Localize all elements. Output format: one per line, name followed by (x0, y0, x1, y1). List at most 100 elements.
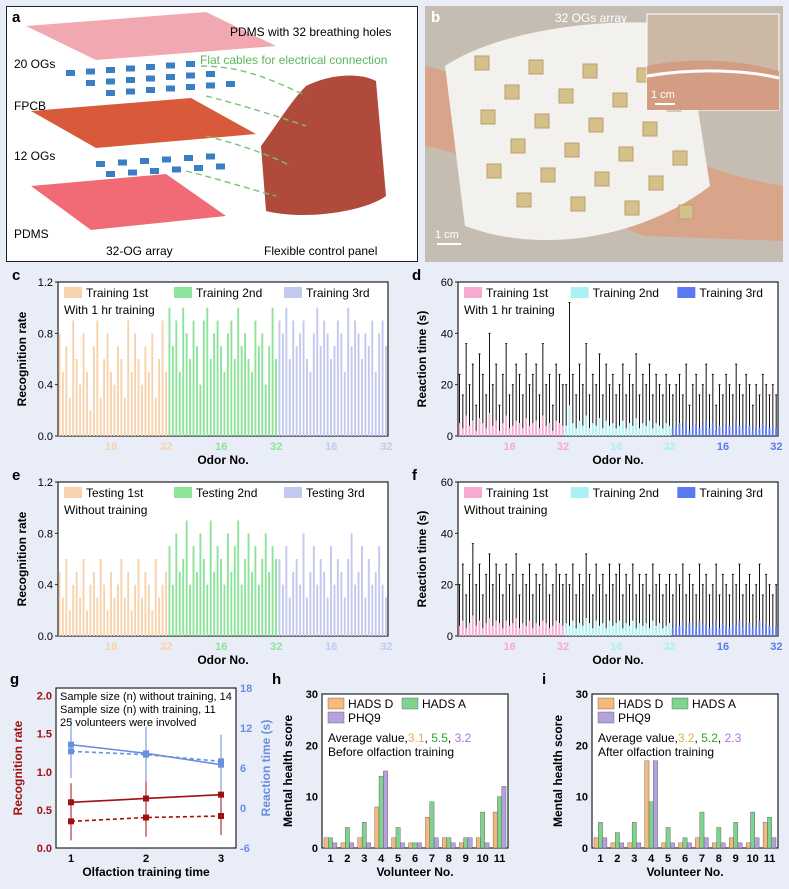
bar (591, 628, 594, 636)
bar (446, 837, 452, 849)
bar (154, 397, 157, 436)
bar (678, 842, 684, 849)
bar (292, 571, 295, 636)
bar (748, 623, 751, 636)
bar (621, 628, 624, 636)
bar (247, 359, 250, 436)
bar (485, 623, 487, 636)
og-chip (106, 67, 115, 73)
bar (79, 384, 82, 436)
average-note: Average value,3.1, 5.5, 3.2 (328, 731, 472, 745)
x-tick-label: 16 (325, 441, 337, 453)
legend-swatch (570, 487, 589, 498)
bar (240, 346, 243, 436)
bar (501, 423, 504, 436)
bar (285, 307, 288, 436)
x-tick-label: 32 (160, 641, 172, 653)
point (68, 818, 74, 825)
bar (458, 423, 461, 436)
bar (385, 597, 387, 636)
bar (309, 371, 312, 436)
y-axis-label: Recognition rate (15, 511, 29, 606)
x-tick-label: 3 (218, 853, 224, 865)
bar (340, 842, 346, 849)
bar (568, 405, 571, 436)
bar (601, 428, 604, 436)
og-window (588, 117, 604, 133)
bar (147, 371, 150, 436)
x-tick-label: 32 (160, 441, 172, 453)
bar (708, 428, 711, 436)
x-tick-label: 32 (380, 641, 392, 653)
bar (475, 837, 481, 849)
og-chip (146, 87, 155, 93)
bar (367, 346, 370, 436)
bar (385, 346, 387, 436)
bar (244, 559, 247, 636)
bar (515, 618, 517, 636)
og-window (582, 63, 598, 79)
bar (738, 425, 741, 436)
bar (332, 842, 338, 849)
bar (585, 618, 587, 636)
point (68, 748, 74, 755)
bar (480, 811, 485, 849)
y-tick-label: 1.0 (37, 767, 52, 779)
bar (110, 571, 112, 636)
y-tick-label: 60 (441, 277, 453, 289)
bar (631, 620, 634, 636)
bar (645, 623, 647, 636)
bar (237, 307, 240, 436)
bar (261, 333, 264, 436)
og-chip (184, 155, 193, 161)
bar (130, 371, 133, 436)
og-chip (186, 84, 195, 90)
bar (316, 584, 319, 636)
bar (468, 623, 471, 636)
bar (463, 837, 469, 849)
bar (541, 415, 544, 436)
legend-swatch (570, 287, 589, 298)
bar (701, 625, 704, 636)
average-value: 3.2 (455, 731, 472, 745)
x-tick-label: 9 (733, 853, 739, 865)
bar (168, 546, 171, 636)
main-scale-label: 1 cm (435, 229, 459, 241)
label-flat-cables: Flat cables for electrical connection (200, 53, 387, 67)
annotation: With 1 hr training (464, 303, 555, 317)
bar (535, 623, 537, 636)
y-axis-label: Mental health score (281, 715, 295, 827)
bar (658, 425, 661, 436)
bar (264, 384, 267, 436)
og-chip (166, 62, 175, 69)
bar (605, 628, 607, 636)
bar (364, 333, 367, 436)
bar (628, 423, 631, 436)
flat-cables (185, 65, 307, 197)
legend-swatch (464, 487, 482, 498)
bar (665, 423, 667, 436)
legend-label: Training 1st (486, 486, 549, 500)
bar (92, 571, 95, 636)
bar (79, 597, 82, 636)
bar (531, 423, 534, 436)
inset-scale-label: 1 cm (651, 89, 675, 101)
x-tick-label: 16 (504, 441, 516, 453)
bar (618, 620, 621, 636)
point (218, 813, 224, 819)
og-window (474, 55, 490, 71)
bar (154, 559, 157, 636)
bar (675, 623, 677, 636)
bar (82, 333, 85, 436)
bar (347, 307, 350, 436)
bar (251, 571, 253, 636)
x-tick-label: 32 (770, 441, 782, 453)
y2-tick-label: -6 (240, 843, 250, 855)
og-chip (162, 156, 171, 163)
bar (497, 796, 502, 849)
bar (598, 822, 603, 849)
bar (185, 520, 188, 636)
bar (641, 423, 644, 436)
bar (548, 423, 551, 436)
